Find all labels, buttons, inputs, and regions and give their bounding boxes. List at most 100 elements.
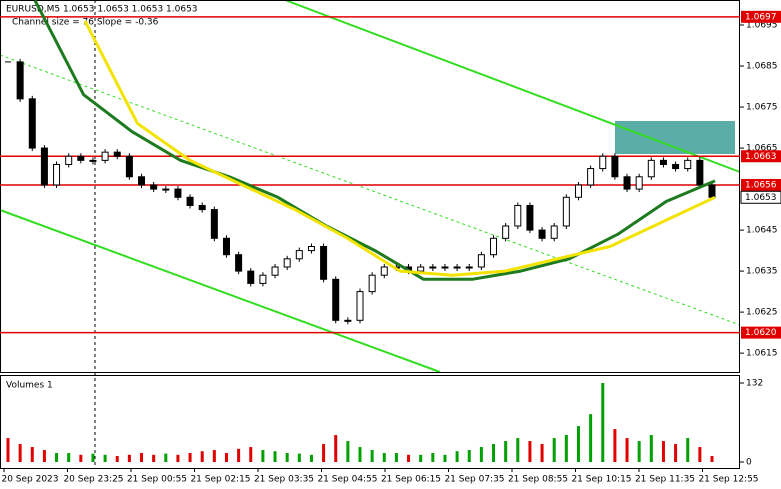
level-label: 1.0620: [745, 328, 777, 338]
candle: [647, 159, 655, 178]
candle: [672, 163, 680, 170]
moving-average: [33, 0, 716, 281]
candle: [708, 184, 716, 198]
level-label: 1.0663: [745, 152, 777, 162]
candle: [198, 204, 206, 211]
candle: [417, 266, 425, 272]
candle: [16, 61, 24, 100]
x-tick-label: 21 Sep 06:15: [381, 475, 441, 485]
level-label: 1.0697: [745, 12, 777, 22]
candle: [125, 155, 133, 178]
candle: [210, 209, 218, 239]
x-tick-label: 21 Sep 07:35: [444, 475, 504, 485]
candle: [162, 188, 170, 191]
candle: [356, 291, 364, 321]
y-tick-label: 1.0675: [746, 103, 778, 113]
y-tick-label: 1.0665: [746, 144, 778, 154]
level-label-box: [741, 150, 781, 163]
candle: [307, 245, 315, 252]
volume-label: Volumes 1: [6, 381, 53, 391]
candle: [441, 266, 449, 269]
candle: [635, 176, 643, 190]
candle: [295, 250, 303, 260]
moving-average: [83, 20, 716, 277]
candle: [271, 266, 279, 276]
candle: [150, 184, 158, 190]
candle: [186, 196, 194, 206]
candle: [65, 155, 73, 165]
candle: [684, 159, 692, 170]
channel-lower: [0, 209, 441, 373]
candle: [138, 176, 146, 186]
y-tick-label: 1.0635: [746, 267, 778, 277]
y-tick-label: 1.0685: [746, 62, 778, 72]
candle: [259, 274, 267, 284]
x-tick-label: 21 Sep 00:55: [127, 475, 187, 485]
volume-tick-label: 0: [746, 458, 752, 468]
candle: [659, 159, 667, 165]
channel-upper: [284, 0, 741, 173]
candle: [623, 176, 631, 190]
candle: [380, 266, 388, 276]
candle: [453, 266, 461, 269]
candle: [562, 196, 570, 227]
candle: [587, 168, 595, 186]
level-label-box: [741, 326, 781, 339]
level-label-box: [741, 10, 781, 23]
candle: [599, 155, 607, 170]
candle: [113, 151, 121, 157]
volume-pane: [0, 375, 740, 469]
x-tick-label: 20 Sep 23:25: [63, 475, 123, 485]
y-tick-label: 1.0615: [746, 349, 778, 359]
candle: [502, 225, 510, 239]
candle: [696, 159, 704, 186]
candle: [611, 155, 619, 178]
zone-box: [615, 121, 735, 154]
last-price-label: 1.0653: [745, 193, 777, 203]
candle: [235, 254, 243, 272]
candle: [574, 184, 582, 198]
x-tick-label: 21 Sep 08:55: [508, 475, 568, 485]
x-tick-label: 21 Sep 04:55: [317, 475, 377, 485]
candle: [344, 319, 352, 322]
y-tick-label: 1.0695: [746, 21, 778, 31]
candle: [222, 237, 230, 256]
candle: [53, 163, 61, 186]
volume-tick-label: 132: [746, 379, 763, 389]
x-tick-label: 21 Sep 11:35: [635, 475, 695, 485]
x-tick-label: 20 Sep 2023: [1, 475, 58, 485]
last-price-box: [740, 190, 781, 204]
level-label: 1.0656: [745, 180, 777, 190]
chart-title: EURUSD,M5 1.0653 1.0653 1.0653 1.0653: [6, 5, 198, 15]
candle: [77, 155, 85, 161]
main-pane: [0, 0, 740, 373]
x-tick-label: 21 Sep 02:15: [190, 475, 250, 485]
candle: [490, 237, 498, 256]
candle: [174, 188, 182, 198]
x-tick-label: 21 Sep 03:35: [254, 475, 314, 485]
x-tick-label: 21 Sep 10:15: [571, 475, 631, 485]
candle: [477, 254, 485, 268]
candle: [429, 266, 437, 269]
candle: [320, 245, 328, 280]
candle: [247, 270, 255, 284]
candle: [550, 225, 558, 239]
x-tick-label: 21 Sep 12:55: [698, 475, 758, 485]
candle: [538, 229, 546, 239]
y-tick-label: 1.0645: [746, 226, 778, 236]
candle: [368, 274, 376, 293]
candle: [101, 151, 109, 161]
candle: [283, 258, 291, 268]
y-tick-label: 1.0625: [746, 308, 778, 318]
candle: [40, 147, 48, 186]
candle: [526, 204, 534, 231]
channel-mid: [0, 54, 741, 326]
candle: [332, 278, 340, 321]
candle: [89, 159, 97, 162]
candle: [28, 98, 36, 149]
candle: [465, 266, 473, 269]
candle: [514, 204, 522, 227]
level-label-box: [741, 178, 781, 191]
